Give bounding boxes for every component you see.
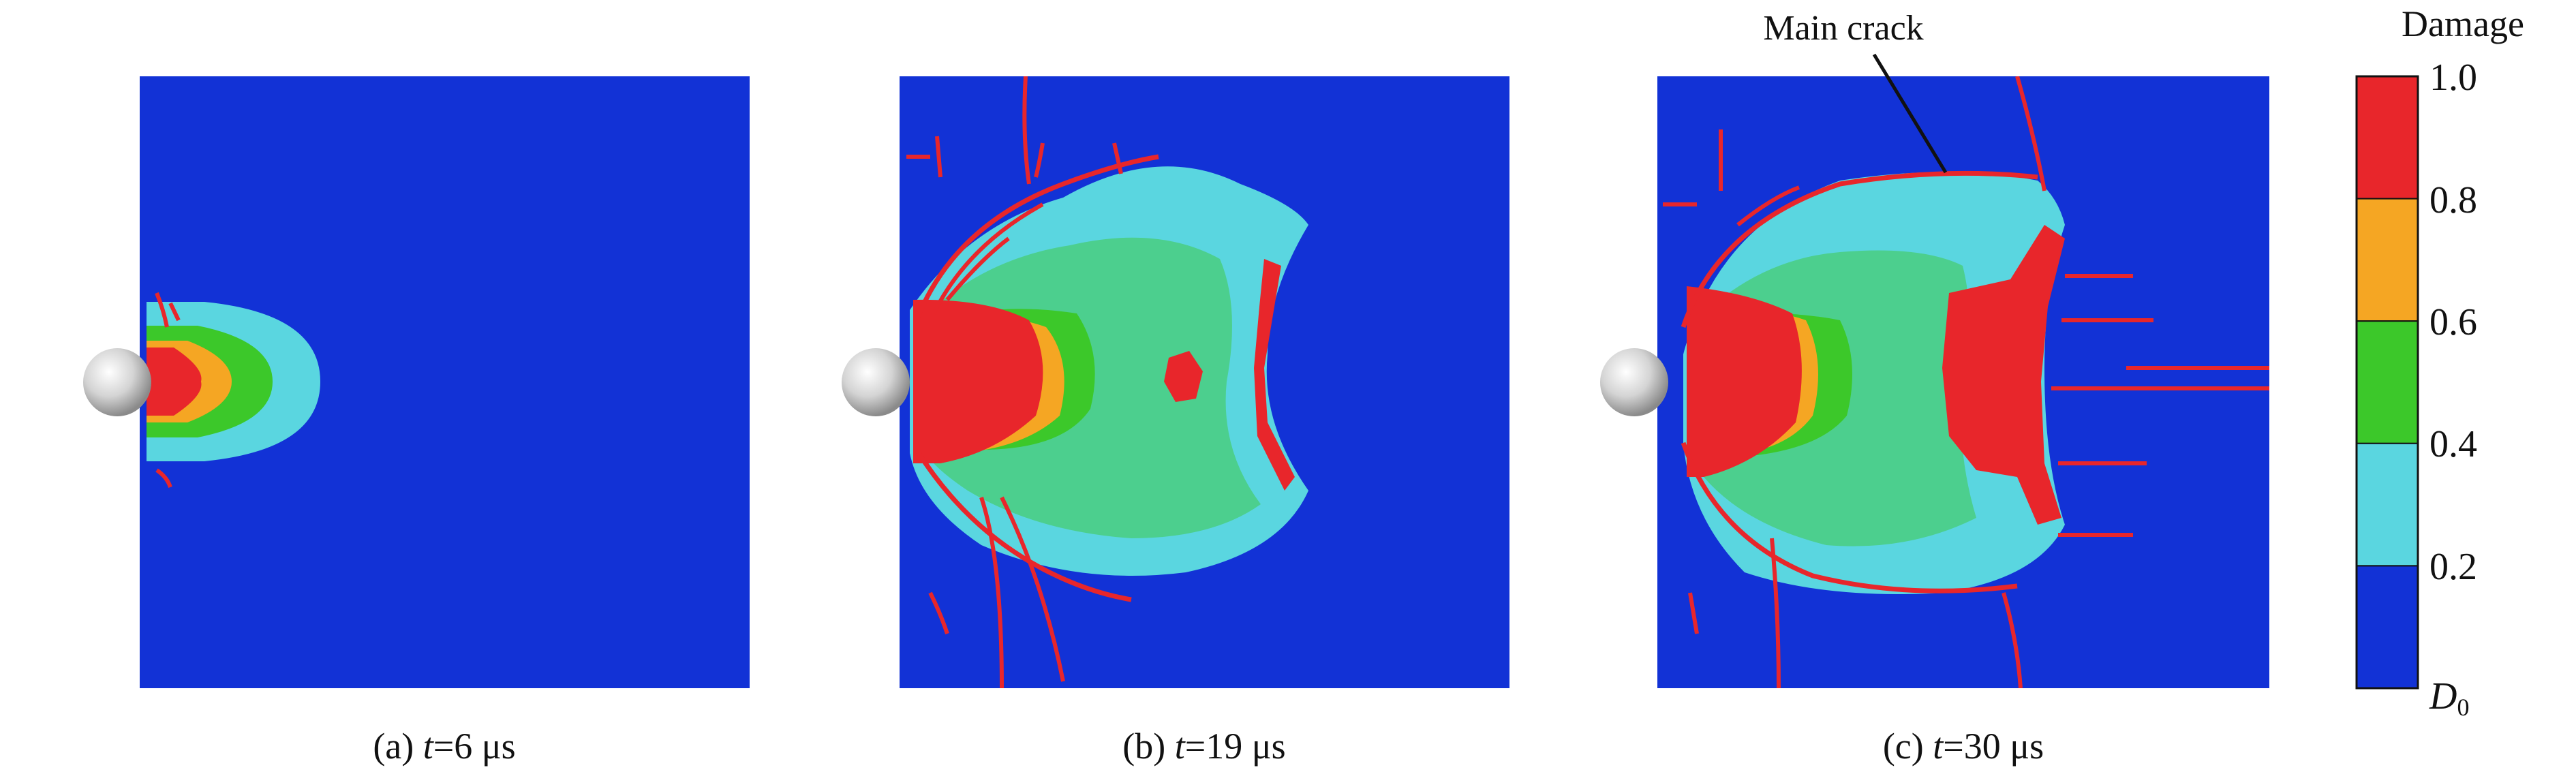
caption-a-letter: (a) (373, 726, 423, 767)
caption-c-letter: (c) (1883, 726, 1933, 767)
colorbar-tick-0-8: 0.8 (2429, 179, 2477, 221)
panel-a-projectile (83, 348, 151, 416)
caption-b: (b) t=19 μs (1122, 726, 1285, 767)
caption-c: (c) t=30 μs (1883, 726, 2044, 767)
panel-c-crack-lower-2 (1688, 592, 1699, 634)
panel-b-damage-zone-high (913, 299, 1043, 463)
caption-c-value: =30 μs (1943, 726, 2044, 767)
panel-c-crack-lower-3 (2002, 592, 2023, 688)
panel-c-crack-top-4 (1736, 185, 1800, 227)
colorbar-segment (2356, 76, 2419, 200)
caption-b-value: =19 μs (1185, 726, 1286, 767)
caption-b-letter: (b) (1122, 726, 1174, 767)
panel-b-crack-top-1 (1022, 76, 1031, 185)
panel-c-crack-lower-1 (1770, 538, 1781, 688)
panel-b-crack-lower-4 (928, 591, 949, 634)
caption-a: (a) t=6 μs (373, 726, 515, 767)
panel-b-crack-lower-2 (979, 497, 1004, 688)
colorbar-frame (2355, 75, 2419, 690)
panel-b-crack-lower-1 (915, 448, 1132, 602)
colorbar-title: Damage (2402, 3, 2524, 44)
main-crack-leader-line (1872, 53, 1948, 174)
caption-c-t: t (1933, 726, 1944, 767)
panel-c-edge-damage-right (1942, 225, 2065, 525)
colorbar-tick-0-6: 0.6 (2429, 301, 2477, 343)
panel-a-crack-1 (155, 292, 169, 328)
caption-a-t: t (423, 726, 435, 767)
panel-b-damage-zone-low (910, 166, 1308, 576)
panel-c-damage-zone-low (1683, 172, 2065, 594)
colorbar-d0-sub: 0 (2457, 694, 2469, 721)
colorbar: Damage 1.0 0.8 0.6 0.4 0.2 D0 (2355, 3, 2524, 721)
panel-a-damage-zone-high (147, 348, 202, 416)
panel-a-crack-2 (168, 302, 181, 322)
panel-c: Main crack (1600, 9, 2269, 688)
panel-b-crack-top-3 (1112, 142, 1123, 174)
panel-c-damage-zone-high (1687, 286, 1802, 477)
colorbar-tick-0-4: 0.4 (2429, 423, 2477, 465)
panel-b-damage-spot (1164, 351, 1203, 402)
caption-a-value: =6 μs (433, 726, 516, 767)
panel-c-main-crack (1681, 170, 2038, 328)
colorbar-tick-1-0: 1.0 (2429, 57, 2477, 99)
panel-b-crack-top-2 (1034, 142, 1045, 178)
panel-b-crack-upper-2 (932, 202, 1044, 315)
panel-a (83, 76, 750, 688)
panel-c-lower-crack (1681, 442, 2018, 593)
panel-b-crack-upper-3 (945, 236, 1010, 301)
panel-b-projectile (842, 348, 910, 416)
colorbar-segment (2356, 442, 2419, 567)
colorbar-segment (2356, 320, 2419, 444)
panel-c-projectile (1600, 348, 1668, 416)
panel-b (842, 76, 1509, 688)
panel-b-crack-top-left-2 (935, 136, 942, 178)
panel-c-crack-top-1 (2015, 76, 2046, 191)
colorbar-tick-d0: D0 (2429, 675, 2469, 721)
panel-b-crack-upper-1 (914, 154, 1159, 322)
colorbar-d0-main: D (2429, 675, 2457, 717)
colorbar-tick-0-2: 0.2 (2429, 546, 2477, 588)
main-crack-label: Main crack (1763, 9, 1923, 48)
panel-b-crack-lower-3 (1000, 496, 1065, 682)
panel-b-edge-damage-right (1254, 259, 1295, 491)
colorbar-segment (2356, 565, 2419, 690)
panel-a-crack-3 (155, 468, 172, 489)
caption-b-t: t (1175, 726, 1186, 767)
colorbar-segment (2356, 198, 2419, 322)
